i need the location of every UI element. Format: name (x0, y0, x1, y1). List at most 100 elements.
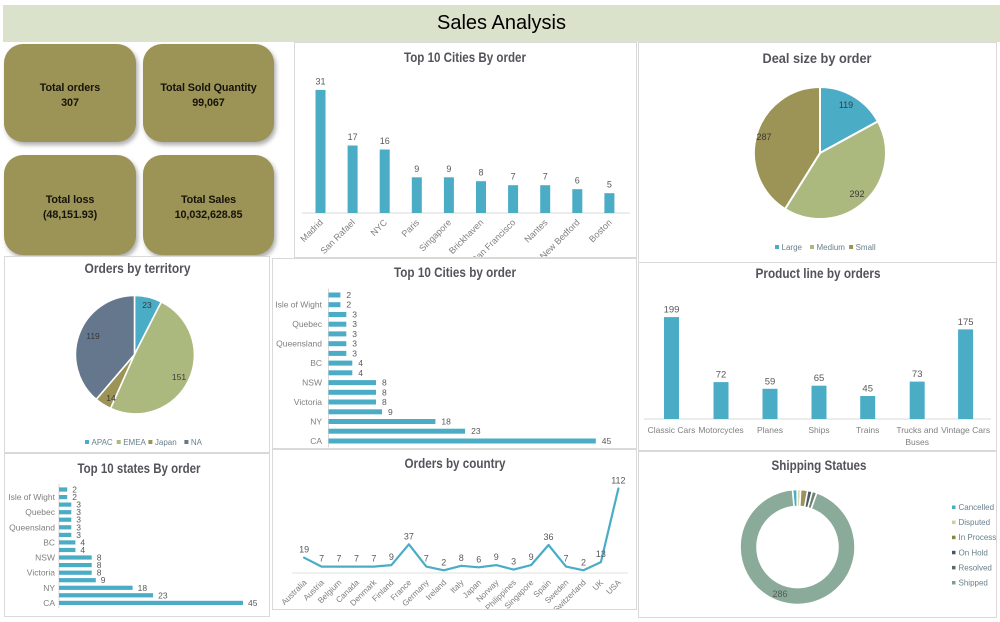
svg-text:4: 4 (80, 545, 85, 555)
svg-text:Trucks and: Trucks and (896, 425, 938, 435)
svg-text:Paris: Paris (400, 217, 422, 239)
svg-text:3: 3 (352, 310, 357, 320)
svg-text:112: 112 (611, 476, 625, 486)
svg-text:Product line by orders: Product line by orders (756, 265, 881, 281)
svg-text:6: 6 (476, 554, 481, 564)
svg-text:Top 10 Cities By order: Top 10 Cities By order (404, 49, 526, 65)
svg-text:175: 175 (958, 317, 974, 328)
svg-text:31: 31 (315, 76, 325, 86)
svg-text:Ireland: Ireland (424, 578, 448, 602)
svg-text:Cancelled: Cancelled (959, 503, 995, 512)
svg-text:65: 65 (814, 373, 825, 384)
svg-text:8: 8 (459, 553, 464, 563)
svg-text:7: 7 (511, 172, 516, 182)
svg-text:7: 7 (319, 554, 324, 564)
svg-text:18: 18 (441, 417, 451, 427)
svg-text:Quebec: Quebec (25, 507, 56, 517)
svg-text:Top 10 Cities by order: Top 10 Cities by order (394, 264, 516, 280)
svg-text:BC: BC (310, 358, 322, 368)
svg-text:Orders by country: Orders by country (405, 455, 506, 471)
svg-text:APAC: APAC (92, 438, 113, 447)
svg-text:4: 4 (358, 358, 363, 368)
svg-text:119: 119 (839, 100, 853, 110)
svg-text:23: 23 (158, 590, 168, 600)
svg-text:2: 2 (441, 557, 446, 567)
svg-text:9: 9 (101, 575, 106, 585)
svg-text:9: 9 (388, 407, 393, 417)
svg-text:Madrid: Madrid (298, 217, 325, 244)
svg-text:3: 3 (76, 530, 81, 540)
svg-text:Shipped: Shipped (959, 579, 988, 588)
svg-text:286: 286 (772, 589, 787, 599)
svg-text:3: 3 (352, 348, 357, 358)
svg-text:119: 119 (86, 331, 100, 341)
svg-text:2: 2 (346, 290, 351, 300)
svg-text:8: 8 (478, 168, 483, 178)
svg-text:Victoria: Victoria (294, 397, 322, 407)
svg-text:3: 3 (76, 500, 81, 510)
svg-text:45: 45 (602, 436, 612, 446)
svg-text:9: 9 (529, 552, 534, 562)
svg-text:2: 2 (72, 485, 77, 495)
svg-text:Disputed: Disputed (959, 518, 991, 527)
svg-text:Boston: Boston (587, 217, 614, 244)
svg-text:7: 7 (424, 554, 429, 564)
svg-text:Ships: Ships (808, 425, 829, 435)
svg-text:Queensland: Queensland (276, 339, 322, 349)
svg-text:2: 2 (581, 557, 586, 567)
svg-text:Deal size by order: Deal size by order (763, 50, 873, 66)
svg-text:Isle of Wight: Isle of Wight (8, 492, 55, 502)
svg-text:9: 9 (389, 552, 394, 562)
svg-text:36: 36 (543, 532, 553, 542)
svg-text:NY: NY (43, 583, 55, 593)
svg-text:73: 73 (912, 369, 923, 380)
svg-text:8: 8 (382, 387, 387, 397)
svg-text:USA: USA (605, 578, 624, 597)
svg-text:BC: BC (43, 537, 55, 547)
svg-text:4: 4 (358, 368, 363, 378)
svg-text:On Hold: On Hold (959, 548, 988, 557)
svg-text:Japan: Japan (155, 438, 177, 447)
svg-text:3: 3 (76, 515, 81, 525)
svg-text:18: 18 (138, 583, 148, 593)
svg-text:3: 3 (511, 557, 516, 567)
svg-text:45: 45 (862, 384, 873, 395)
svg-text:3: 3 (352, 329, 357, 339)
svg-text:4: 4 (80, 537, 85, 547)
svg-text:9: 9 (414, 164, 419, 174)
svg-text:Nantes: Nantes (522, 217, 550, 245)
svg-text:NY: NY (310, 417, 322, 427)
svg-text:8: 8 (97, 560, 102, 570)
svg-text:Orders by territory: Orders by territory (85, 261, 191, 276)
svg-text:San Rafael: San Rafael (318, 217, 357, 256)
svg-text:Vintage Cars: Vintage Cars (941, 425, 990, 435)
svg-text:14: 14 (106, 393, 116, 403)
svg-text:2: 2 (72, 492, 77, 502)
svg-text:Top 10 states By order: Top 10 states By order (78, 461, 202, 476)
svg-text:CA: CA (310, 436, 322, 446)
svg-text:19: 19 (299, 545, 309, 555)
svg-text:NSW: NSW (302, 378, 322, 388)
svg-text:151: 151 (172, 372, 186, 382)
svg-text:NYC: NYC (369, 217, 390, 238)
svg-text:72: 72 (716, 370, 727, 381)
svg-text:292: 292 (849, 189, 864, 199)
svg-text:NA: NA (191, 438, 203, 447)
svg-text:8: 8 (382, 378, 387, 388)
svg-text:3: 3 (76, 522, 81, 532)
svg-text:Shipping Statues: Shipping Statues (772, 457, 867, 473)
svg-text:Resolved: Resolved (959, 563, 992, 572)
svg-text:2: 2 (346, 300, 351, 310)
svg-text:59: 59 (765, 376, 776, 387)
svg-text:8: 8 (97, 568, 102, 578)
svg-text:7: 7 (371, 554, 376, 564)
svg-text:Isle of Wight: Isle of Wight (275, 300, 322, 310)
svg-text:23: 23 (142, 300, 152, 310)
svg-text:23: 23 (471, 426, 481, 436)
svg-text:5: 5 (607, 180, 612, 190)
svg-text:7: 7 (354, 554, 359, 564)
svg-text:Victoria: Victoria (27, 568, 55, 578)
svg-text:7: 7 (543, 172, 548, 182)
svg-text:9: 9 (494, 552, 499, 562)
svg-text:287: 287 (756, 132, 771, 142)
